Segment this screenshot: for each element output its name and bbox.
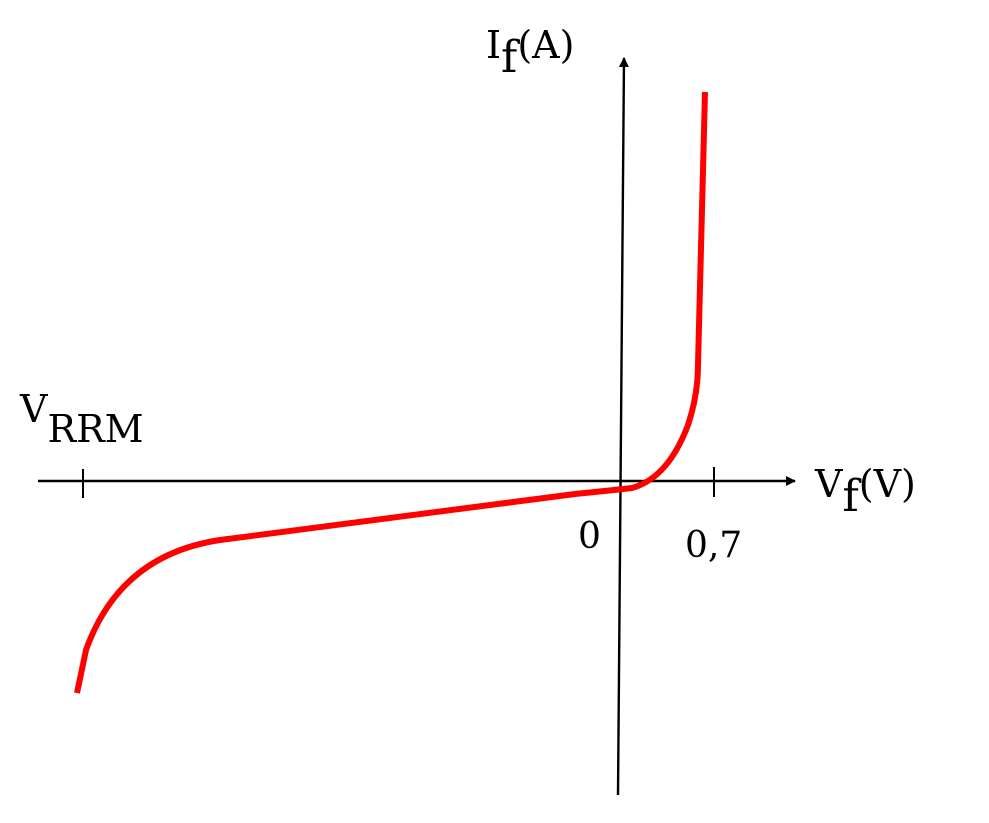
x-tick-label-0-7: 0,7 — [685, 525, 742, 566]
x-axis-label-unit: (V) — [859, 462, 916, 506]
y-axis-label-main: I — [486, 23, 501, 67]
diode-curve — [74, 91, 708, 694]
origin-label: 0 — [578, 516, 601, 557]
y-axis-label-sub: f — [501, 32, 520, 83]
x-axis-label: Vf(V) — [814, 462, 916, 522]
y-axis-label: If(A) — [486, 23, 574, 83]
x-axis-label-main: V — [814, 462, 843, 506]
x-axis-label-sub: f — [842, 471, 861, 522]
y-axis — [616, 57, 629, 796]
vrrm-label: VRRM — [19, 387, 144, 451]
y-axis-label-unit: (A) — [517, 23, 574, 67]
vrrm-label-main: V — [19, 387, 48, 431]
vrrm-label-sub: RRM — [47, 407, 143, 451]
